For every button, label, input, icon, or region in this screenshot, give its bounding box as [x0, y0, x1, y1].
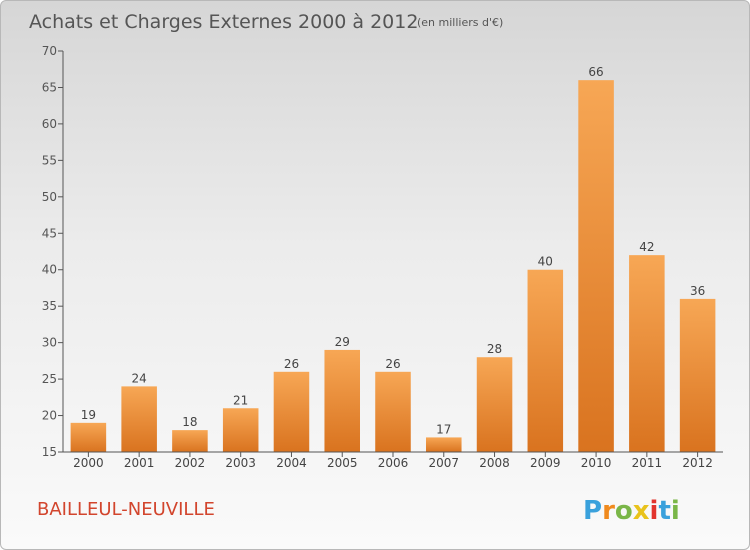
bar-2002: [172, 430, 208, 452]
bar-2003: [222, 408, 259, 452]
y-tick-label: 60: [42, 117, 57, 131]
commune-name: BAILLEUL-NEUVILLE: [37, 499, 215, 520]
bar-2001: [121, 386, 157, 452]
bar-value-label: 26: [385, 357, 400, 371]
bar-value-label: 28: [487, 342, 502, 356]
y-tick-label: 50: [42, 190, 57, 204]
bar-2007: [426, 437, 462, 452]
x-tick-label: 2009: [530, 456, 561, 470]
x-tick-label: 2008: [479, 456, 510, 470]
x-tick-label: 2012: [682, 456, 713, 470]
y-tick-label: 30: [42, 336, 57, 350]
x-tick-label: 2011: [632, 456, 663, 470]
bar-value-label: 66: [588, 65, 603, 79]
bar-2012: [679, 298, 716, 452]
logo-letter: P: [583, 496, 602, 526]
y-tick-label: 25: [42, 372, 57, 386]
bar-2006: [375, 371, 411, 452]
chart-subtitle: (en milliers d'€): [417, 16, 503, 29]
x-tick-label: 2000: [73, 456, 104, 470]
x-tick-label: 2003: [225, 456, 256, 470]
bar-2011: [629, 255, 665, 452]
bar-value-label: 26: [284, 357, 299, 371]
x-tick-label: 2005: [327, 456, 358, 470]
bar-value-label: 42: [639, 240, 654, 254]
bar-value-label: 18: [182, 415, 197, 429]
bar-2005: [324, 349, 360, 452]
proxiti-logo-text: Proxiti: [583, 496, 680, 526]
x-tick-label: 2004: [276, 456, 307, 470]
y-axis: 15 20 25 30 35 40 45 50 55 60 65 70: [42, 44, 64, 459]
bar-value-label: 17: [436, 422, 451, 436]
bar-2000: [70, 422, 107, 452]
logo-letter: x: [633, 496, 650, 526]
y-tick-label: 45: [42, 226, 57, 240]
y-tick-label: 65: [42, 80, 57, 94]
bar-value-label: 19: [81, 408, 96, 422]
logo-letter: i: [650, 496, 659, 526]
chart-title: Achats et Charges Externes 2000 à 2012: [29, 11, 418, 33]
bar-2004: [273, 371, 310, 452]
x-tick-label: 2007: [428, 456, 459, 470]
x-tick-label: 2001: [124, 456, 155, 470]
x-tick-label: 2010: [581, 456, 612, 470]
logo-letter: o: [615, 496, 633, 526]
bar-group: 19 24 18 21 26 29 26 17 28 40 66 42 36: [70, 65, 716, 452]
logo-letter: i: [671, 496, 680, 526]
bar-2009: [527, 269, 564, 452]
x-tick-label: 2002: [175, 456, 206, 470]
y-tick-label: 70: [42, 44, 57, 58]
bar-2008: [476, 357, 513, 452]
y-tick-label: 55: [42, 153, 57, 167]
bar-2010: [578, 80, 614, 452]
x-tick-label: 2006: [378, 456, 409, 470]
logo-letter: t: [658, 496, 670, 526]
bar-value-label: 29: [335, 335, 350, 349]
y-tick-label: 15: [42, 445, 57, 459]
bar-value-label: 24: [132, 371, 147, 385]
y-tick-label: 35: [42, 299, 57, 313]
x-axis: 2000 2001 2002 2003 2004 2005 2006 2007 2008 2009…: [63, 451, 723, 470]
y-tick-label: 20: [42, 409, 57, 423]
bar-value-label: 36: [690, 284, 705, 298]
bar-value-label: 40: [538, 255, 553, 269]
logo-letter: r: [602, 496, 615, 526]
y-tick-label: 40: [42, 263, 57, 277]
bar-value-label: 21: [233, 393, 248, 407]
proxiti-logo: Proxiti: [583, 496, 680, 526]
